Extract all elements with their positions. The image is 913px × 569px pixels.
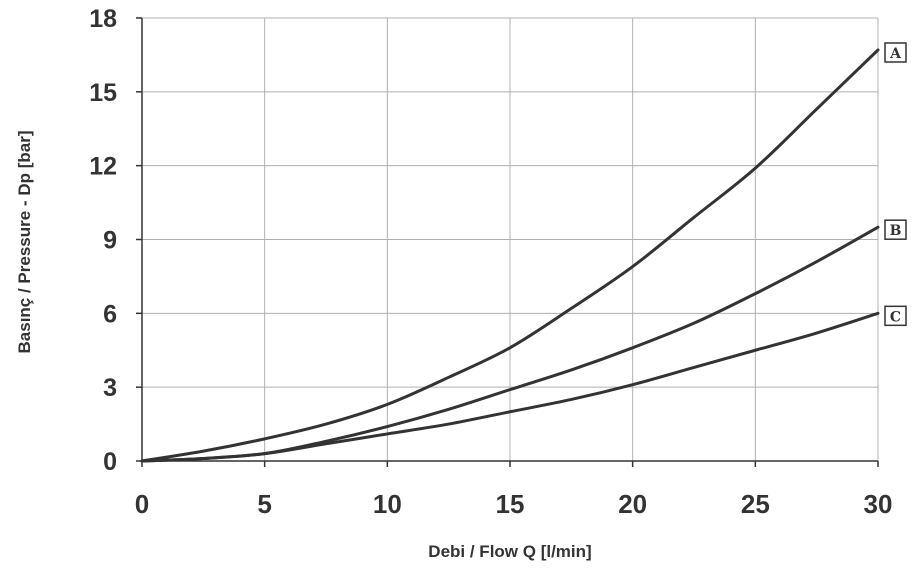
x-tick-label: 25 bbox=[741, 489, 770, 519]
y-tick-label: 0 bbox=[103, 448, 117, 476]
x-tick-label: 30 bbox=[864, 489, 893, 519]
series-label-text: A bbox=[889, 46, 902, 62]
series-label-box bbox=[884, 219, 907, 240]
series-label-box bbox=[884, 305, 907, 327]
x-tick-label: 5 bbox=[257, 489, 271, 519]
y-tick-label: 9 bbox=[103, 227, 117, 255]
x-tick-label: 0 bbox=[135, 489, 149, 519]
series-label-text: B bbox=[890, 223, 902, 239]
series-label-box bbox=[884, 42, 907, 63]
series-line-c bbox=[140, 311, 880, 463]
series-label-c: C bbox=[884, 305, 907, 327]
series-label-b: B bbox=[884, 219, 907, 240]
series-label-a: A bbox=[884, 42, 907, 63]
tick-labels: 0 5 10 15 20 25 30 0 3 6 9 12 15 18 bbox=[89, 5, 892, 519]
series-label-text: C bbox=[890, 309, 901, 325]
x-tick-label: 10 bbox=[373, 489, 402, 519]
series-labels: A B C bbox=[884, 42, 907, 327]
x-tick-label: 20 bbox=[618, 489, 647, 519]
x-axis-title: Debi / Flow Q [l/min] bbox=[428, 542, 591, 561]
y-axis-title: Basınç / Pressure - Dp [bar] bbox=[15, 131, 34, 354]
series-line-a bbox=[140, 48, 880, 463]
axes bbox=[136, 17, 879, 467]
series-lines bbox=[140, 48, 880, 463]
y-tick-label: 12 bbox=[89, 153, 117, 181]
grid bbox=[142, 17, 879, 461]
y-tick-label: 3 bbox=[103, 374, 117, 402]
y-tick-label: 15 bbox=[89, 79, 117, 107]
x-tick-label: 15 bbox=[496, 489, 525, 519]
y-tick-label: 6 bbox=[103, 300, 117, 328]
y-tick-label: 18 bbox=[89, 5, 117, 33]
